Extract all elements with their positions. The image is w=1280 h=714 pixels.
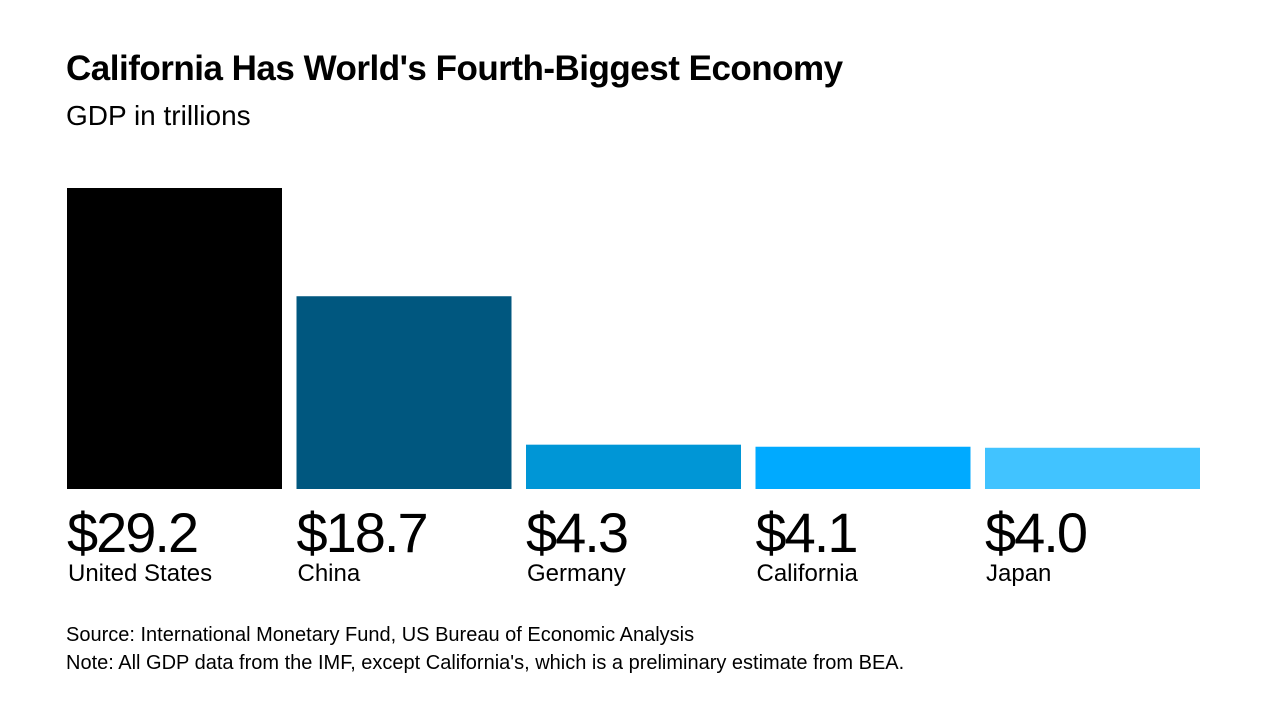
bar-california (755, 446, 971, 489)
category-label-china: China (298, 560, 361, 587)
bar-china (296, 296, 512, 489)
value-label-united-states: $29.2 (67, 501, 197, 564)
bar-japan (985, 447, 1200, 489)
value-label-california: $4.1 (756, 501, 857, 564)
category-label-germany: Germany (527, 560, 626, 587)
chart-subtitle: GDP in trillions (66, 100, 251, 131)
bar-united-states (67, 188, 282, 489)
bar-germany (526, 444, 741, 489)
value-label-china: $18.7 (297, 501, 427, 564)
source-note: Source: International Monetary Fund, US … (66, 624, 695, 646)
category-label-california: California (757, 560, 859, 587)
value-label-germany: $4.3 (526, 501, 627, 564)
category-label-japan: Japan (986, 560, 1051, 587)
category-label-united-states: United States (68, 560, 212, 587)
chart-title: California Has World's Fourth-Biggest Ec… (66, 49, 843, 88)
data-note: Note: All GDP data from the IMF, except … (66, 652, 905, 674)
value-label-japan: $4.0 (985, 501, 1086, 564)
